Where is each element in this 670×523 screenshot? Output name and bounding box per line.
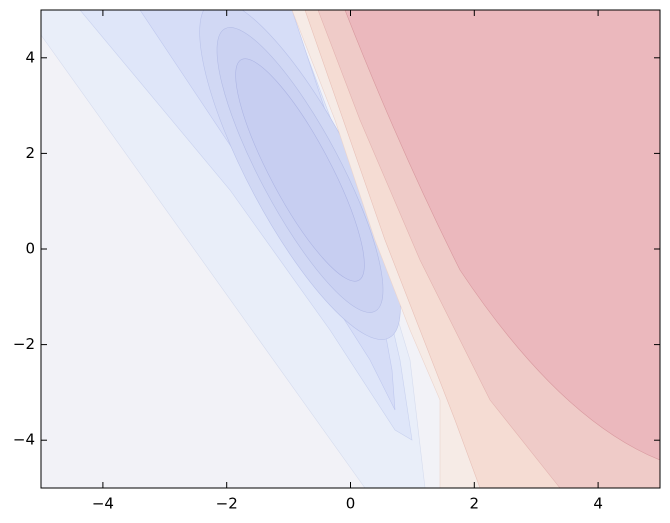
x-tick-label: −2 <box>216 495 238 513</box>
y-tick-label: 4 <box>25 48 35 66</box>
y-tick-label: 0 <box>25 240 35 258</box>
y-tick-label: −4 <box>13 431 35 449</box>
x-tick-label: 2 <box>470 495 480 513</box>
x-tick-label: 4 <box>593 495 603 513</box>
contour-fill <box>41 10 660 488</box>
y-tick-label: −2 <box>13 335 35 353</box>
x-tick-label: 0 <box>346 495 356 513</box>
y-tick-label: 2 <box>25 144 35 162</box>
x-tick-label: −4 <box>92 495 114 513</box>
